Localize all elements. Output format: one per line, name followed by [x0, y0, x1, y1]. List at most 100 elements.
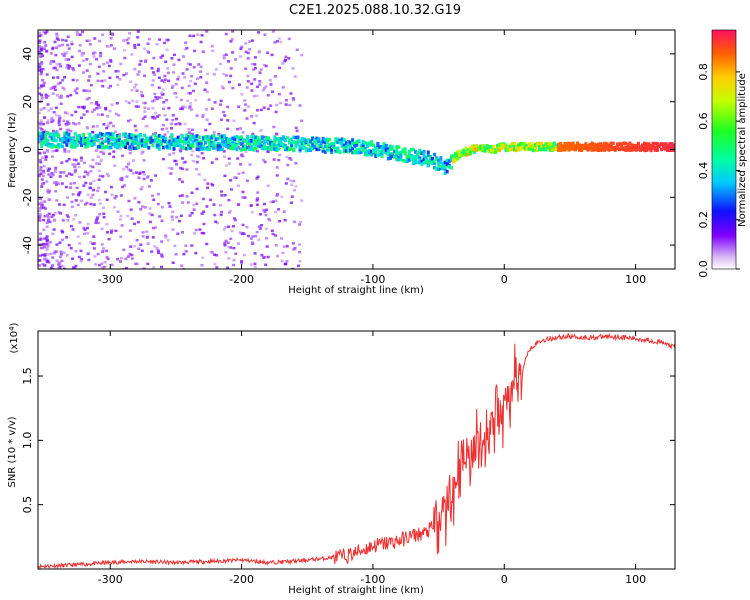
heatmap-cell	[200, 231, 204, 235]
heatmap-cell	[213, 253, 217, 257]
heatmap-cell	[170, 122, 174, 126]
snr-y-axis-title: SNR (10 * v/v)	[7, 416, 18, 487]
heatmap-cell	[296, 142, 300, 146]
heatmap-cell	[143, 206, 147, 209]
heatmap-cell	[191, 89, 195, 93]
heatmap-cell	[105, 131, 109, 136]
heatmap-cell	[182, 161, 186, 164]
heatmap-cell	[289, 92, 293, 95]
heatmap-cell	[271, 200, 275, 203]
heatmap-cell	[233, 176, 237, 179]
heatmap-cell	[355, 143, 359, 147]
heatmap-cell	[213, 213, 217, 217]
heatmap-cell	[66, 95, 70, 98]
heatmap-cell	[43, 255, 47, 258]
heatmap-cell	[46, 188, 50, 192]
heatmap-cell	[253, 67, 257, 70]
heatmap-cell	[515, 145, 519, 150]
heatmap-cell	[542, 147, 546, 152]
heatmap-cell	[124, 145, 128, 150]
heatmap-cell	[291, 242, 295, 245]
heatmap-cell	[361, 148, 365, 153]
heatmap-cell	[105, 223, 109, 226]
heatmap-cell	[39, 70, 43, 74]
heatmap-cell	[41, 263, 45, 266]
heatmap-cell	[205, 30, 209, 33]
heatmap-cell	[220, 142, 224, 147]
heatmap-cell	[149, 140, 153, 144]
heatmap-cell	[87, 96, 91, 100]
heatmap-cell	[250, 62, 254, 66]
heatmap-cell	[193, 134, 197, 139]
heatmap-cell	[40, 178, 44, 181]
heatmap-cell	[187, 131, 191, 134]
heatmap-cell	[199, 70, 203, 73]
heatmap-cell	[73, 165, 77, 169]
heatmap-cell	[94, 263, 98, 266]
heatmap-cell	[391, 154, 395, 159]
heatmap-cell	[504, 146, 508, 150]
heatmap-cell	[277, 137, 281, 141]
heatmap-cell	[46, 213, 50, 217]
heatmap-cell	[456, 157, 460, 161]
heatmap-cell	[168, 146, 172, 150]
heatmap-cell	[130, 253, 134, 257]
heatmap-cell	[306, 141, 310, 146]
heatmap-cell	[285, 136, 289, 140]
heatmap-cell	[102, 152, 106, 156]
heatmap-cell	[304, 139, 308, 143]
heatmap-cell	[504, 143, 508, 147]
heatmap-cell	[173, 159, 177, 163]
heatmap-cell	[65, 139, 69, 144]
heatmap-cell	[191, 135, 195, 140]
heatmap-cell	[63, 148, 67, 151]
heatmap-cell	[336, 140, 340, 144]
heatmap-cell	[378, 145, 382, 149]
heatmap-cell	[143, 139, 147, 143]
heatmap-cell	[454, 155, 458, 159]
heatmap-cell	[139, 152, 143, 155]
heatmap-cell	[251, 132, 255, 136]
heatmap-cell	[74, 123, 78, 126]
heatmap-cell	[55, 183, 59, 187]
heatmap-cell	[286, 177, 290, 181]
heatmap-cell	[222, 134, 226, 138]
heatmap-cell	[83, 228, 87, 231]
spectrogram-heatmap	[38, 30, 675, 269]
heatmap-cell	[596, 144, 600, 149]
heatmap-cell	[84, 89, 88, 93]
heatmap-cell	[246, 141, 250, 145]
heatmap-cell	[137, 247, 141, 250]
heatmap-cell	[216, 144, 220, 148]
heatmap-cell	[46, 138, 50, 142]
heatmap-cell	[336, 149, 340, 154]
heatmap-cell	[46, 119, 50, 122]
heatmap-cell	[273, 234, 277, 237]
heatmap-cell	[105, 249, 109, 253]
heatmap-cell	[603, 147, 607, 151]
heatmap-cell	[264, 139, 268, 144]
heatmap-cell	[54, 168, 58, 171]
heatmap-cell	[199, 140, 203, 144]
heatmap-cell	[605, 142, 609, 146]
heatmap-cell	[277, 141, 281, 146]
heatmap-cell	[97, 65, 101, 68]
heatmap-cell	[275, 40, 279, 43]
heatmap-cell	[626, 145, 630, 150]
heatmap-cell	[259, 108, 263, 112]
heatmap-cell	[50, 136, 54, 141]
heatmap-cell	[103, 145, 107, 150]
heatmap-cell	[175, 216, 179, 219]
heatmap-cell	[50, 215, 54, 219]
heatmap-cell	[224, 251, 228, 254]
heatmap-cell	[596, 142, 600, 147]
heatmap-cell	[208, 122, 212, 126]
heatmap-cell	[55, 68, 59, 72]
heatmap-cell	[48, 167, 52, 171]
heatmap-cell	[71, 78, 75, 82]
heatmap-cell	[251, 235, 255, 238]
heatmap-cell	[150, 250, 154, 253]
heatmap-cell	[52, 144, 56, 148]
heatmap-cell	[88, 139, 92, 144]
heatmap-cell	[70, 40, 74, 44]
